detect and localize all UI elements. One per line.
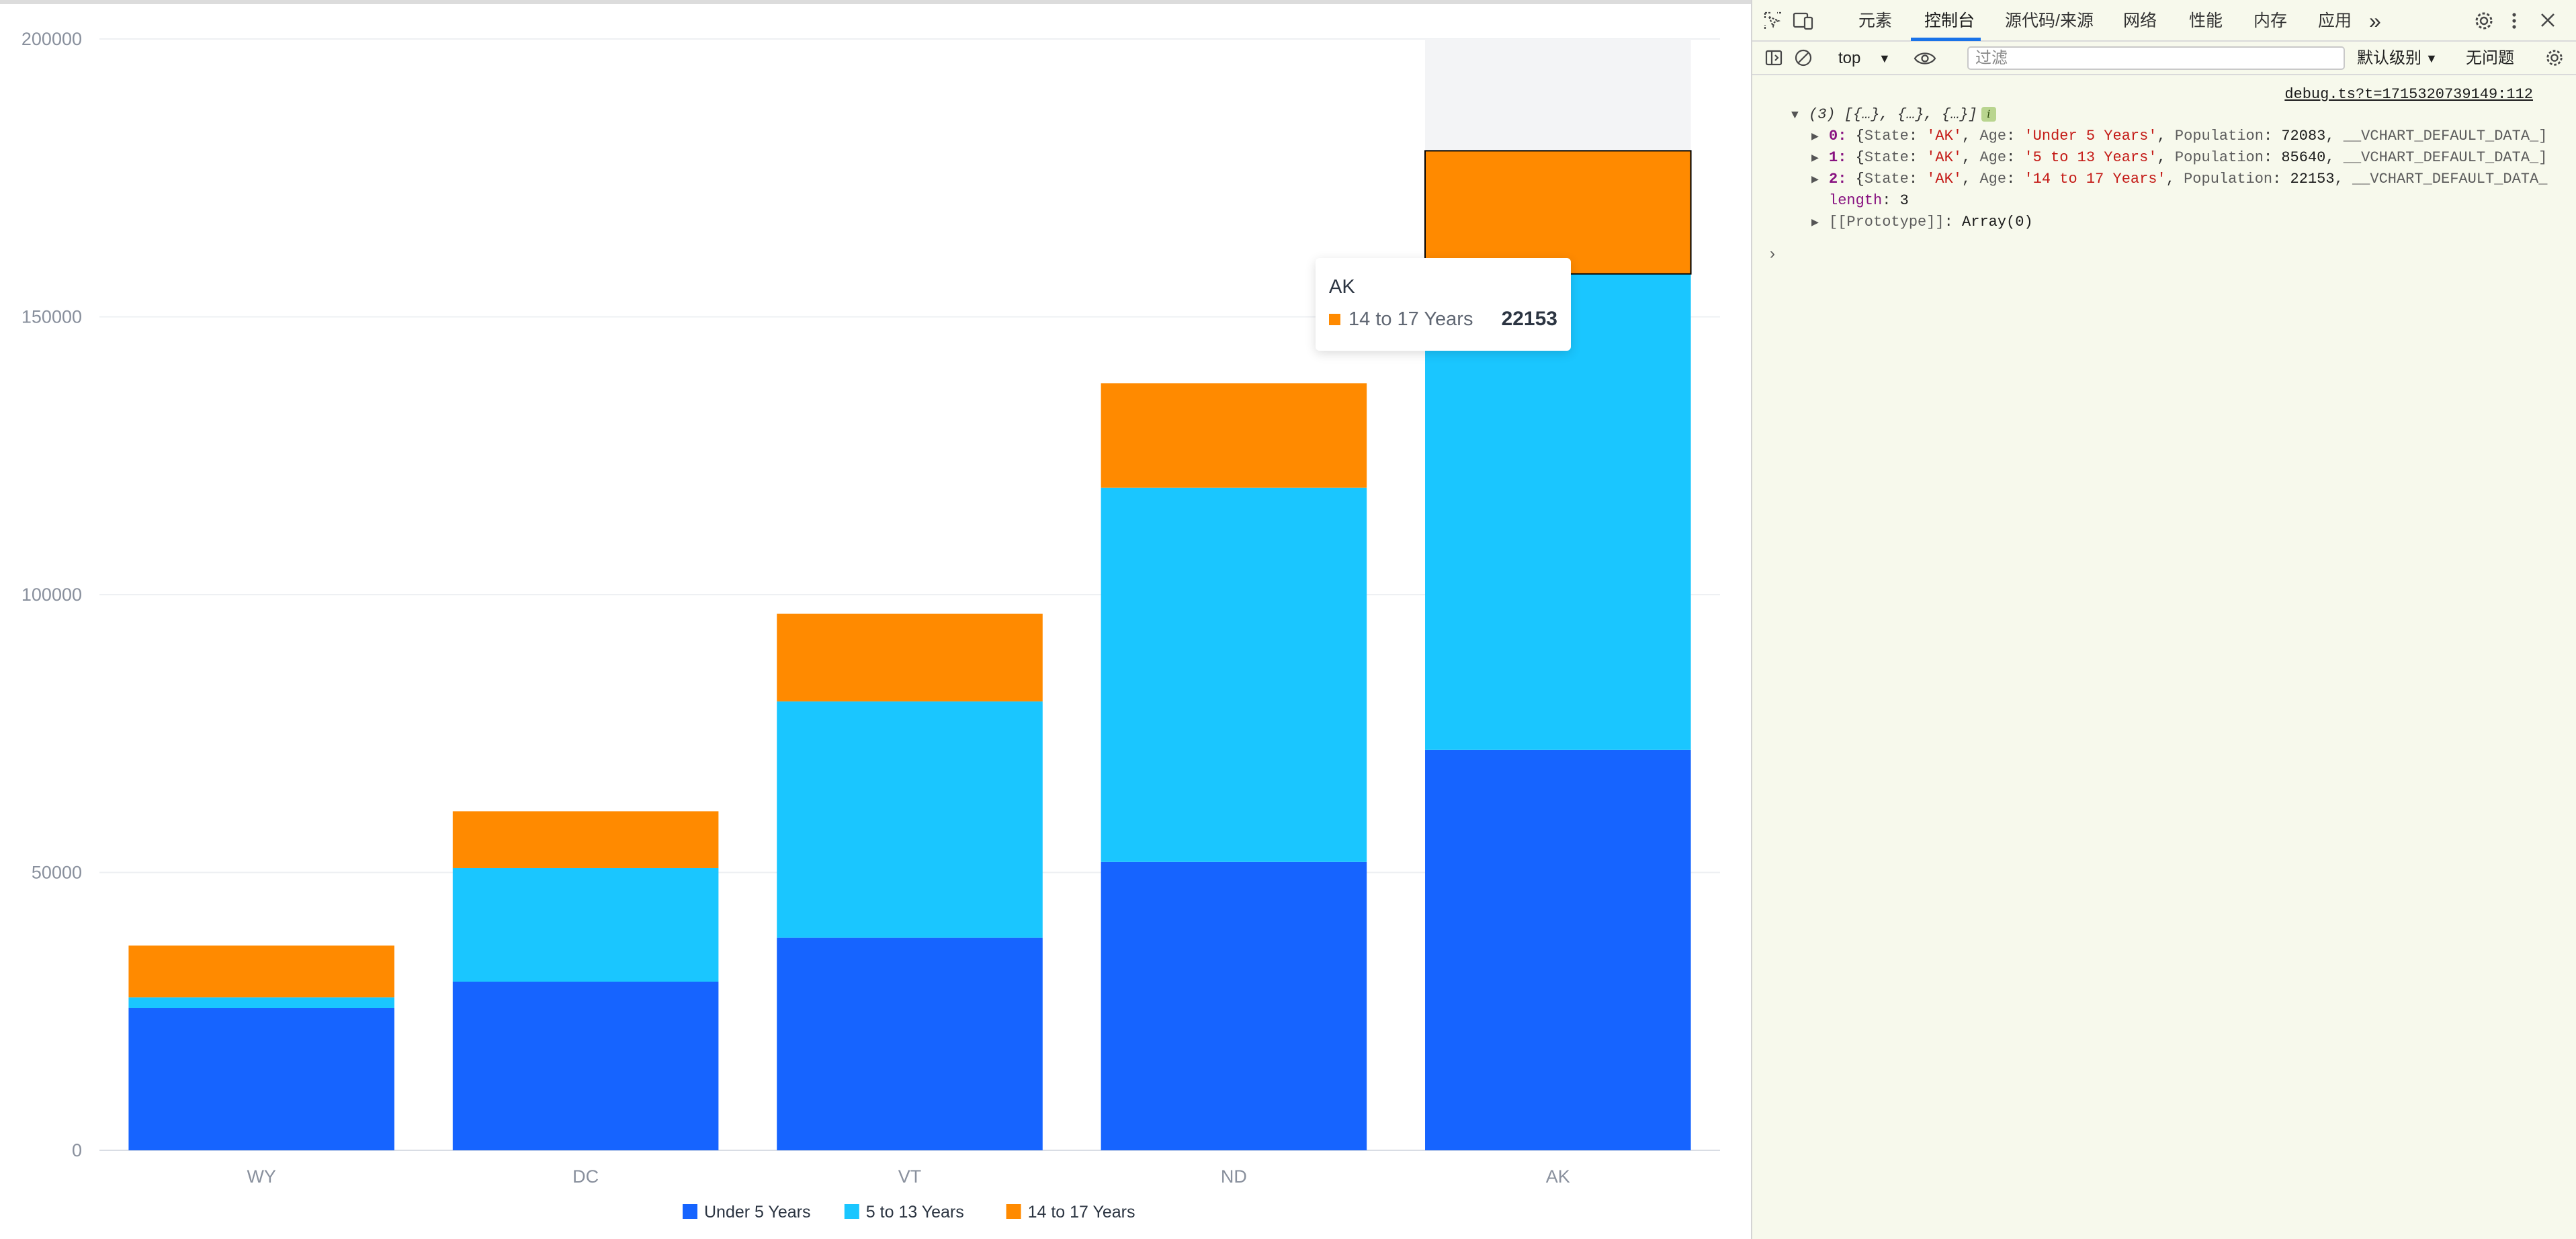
info-icon: i [1981, 107, 1996, 122]
bar-segment[interactable] [452, 981, 719, 1150]
y-tick-label: 0 [72, 1140, 82, 1160]
bar-segment[interactable] [777, 613, 1043, 701]
chart-area[interactable]: 200000 150000 100000 50000 0 WY DC VT ND AK Under … [0, 4, 1751, 1239]
bar-segment[interactable] [1424, 150, 1692, 275]
devtools-tab-bar: 元素 控制台 源代码/来源 网络 性能 内存 应用 » [1752, 0, 2576, 42]
console-toolbar: top ▼ 默认级别 ▼ 无问题 [1752, 42, 2576, 75]
console-settings-gear-icon[interactable] [2545, 48, 2564, 71]
bar-segment[interactable] [1101, 383, 1367, 488]
y-tick-label: 150000 [22, 307, 82, 327]
console-prompt-chevron-icon[interactable]: › [1770, 245, 1775, 263]
chevron-down-icon[interactable]: ▼ [2425, 52, 2438, 65]
tooltip-row: 14 to 17 Years 22153 [1329, 301, 1557, 337]
legend-swatch[interactable] [1006, 1204, 1021, 1219]
expand-caret-right-icon[interactable]: ▶ [1811, 173, 1819, 187]
y-tick-label: 50000 [32, 863, 82, 883]
tab-elements[interactable]: 元素 [1858, 11, 1893, 30]
source-link[interactable]: debug.ts?t=1715320739149:112 [2284, 86, 2533, 103]
expand-caret-right-icon[interactable]: ▶ [1811, 152, 1819, 165]
clear-console-icon[interactable] [1794, 48, 1813, 71]
tooltip-title: AK [1329, 276, 1355, 298]
tooltip-swatch-icon [1329, 313, 1340, 325]
bar-segment[interactable] [1101, 861, 1367, 1150]
tooltip-series-label: 14 to 17 Years [1348, 308, 1473, 330]
bar-segment[interactable] [1425, 273, 1691, 750]
bar-segment[interactable] [452, 811, 719, 868]
legend-item-label[interactable]: 5 to 13 Years [866, 1203, 964, 1222]
console-filter-input[interactable] [1967, 46, 2345, 70]
more-options-kebab-icon[interactable] [2510, 11, 2518, 35]
x-tick-label: ND [1221, 1166, 1247, 1187]
array-summary-text: (3) [{…}, {…}, {…}] [1809, 106, 1977, 123]
x-tick-label: DC [572, 1166, 599, 1187]
bar-segment[interactable] [128, 945, 394, 998]
context-selector[interactable]: top [1838, 49, 1861, 67]
more-tabs-chevron-icon[interactable]: » [2369, 9, 2381, 33]
close-devtools-icon[interactable] [2538, 11, 2557, 34]
bar-segment[interactable] [128, 997, 394, 1008]
expand-caret-right-icon[interactable]: ▶ [1811, 216, 1819, 230]
x-tick-label: AK [1546, 1166, 1570, 1187]
array-entry-0[interactable]: ▶ 0: {State: 'AK', Age: 'Under 5 Years', … [1811, 128, 2548, 144]
bar-segment[interactable] [1425, 749, 1691, 1150]
page-top-border [0, 0, 1751, 4]
expand-caret-right-icon[interactable]: ▶ [1811, 130, 1819, 144]
expand-caret-down-icon[interactable]: ▼ [1791, 109, 1799, 122]
prototype-row[interactable]: ▶ [[Prototype]]: Array(0) [1811, 214, 2033, 230]
chevron-down-icon[interactable]: ▼ [1879, 52, 1891, 65]
tab-performance[interactable]: 性能 [2189, 11, 2223, 30]
bar-segment[interactable] [1101, 487, 1367, 862]
tab-console[interactable]: 控制台 [1924, 11, 1975, 30]
tab-network[interactable]: 网络 [2123, 11, 2157, 30]
chart-tooltip: AK 14 to 17 Years 22153 [1316, 258, 1571, 351]
y-tick-label: 100000 [22, 585, 82, 605]
bar-segment[interactable] [128, 1007, 394, 1150]
tooltip-value: 22153 [1501, 308, 1557, 330]
tab-sources[interactable]: 源代码/来源 [2005, 11, 2094, 30]
legend-item-label[interactable]: 14 to 17 Years [1028, 1203, 1135, 1222]
bar-segment[interactable] [777, 701, 1043, 938]
x-tick-label: VT [898, 1166, 922, 1187]
inspect-element-icon[interactable] [1763, 11, 1783, 35]
tab-application[interactable]: 应用 [2318, 11, 2352, 30]
log-array-summary[interactable]: ▼ (3) [{…}, {…}, {…}] i [1791, 106, 1996, 123]
device-toolbar-icon[interactable] [1793, 11, 1814, 35]
x-tick-label: WY [247, 1166, 276, 1187]
bar-segment[interactable] [777, 937, 1043, 1150]
sidebar-toggle-icon[interactable] [1764, 48, 1783, 71]
settings-gear-icon[interactable] [2474, 11, 2494, 35]
legend-item-label[interactable]: Under 5 Years [704, 1203, 810, 1222]
issues-counter[interactable]: 无问题 [2466, 49, 2514, 67]
legend-swatch[interactable] [844, 1204, 859, 1219]
array-entry-1[interactable]: ▶ 1: {State: 'AK', Age: '5 to 13 Years', … [1811, 149, 2548, 166]
stacked-bar-chart[interactable]: 200000 150000 100000 50000 0 WY DC VT ND AK Under … [0, 4, 1751, 1239]
devtools-panel: 元素 控制台 源代码/来源 网络 性能 内存 应用 » top ▼ 默认级别 [1751, 0, 2576, 1239]
array-length-row: length: 3 [1829, 192, 1909, 209]
console-output[interactable]: debug.ts?t=1715320739149:112 ▼ (3) [{…}, … [1752, 77, 2576, 1239]
tab-memory[interactable]: 内存 [2253, 11, 2288, 30]
live-expression-eye-icon[interactable] [1914, 50, 1936, 71]
active-tab-indicator [1911, 38, 1981, 41]
y-tick-label: 200000 [22, 29, 82, 49]
log-level-dropdown[interactable]: 默认级别 [2357, 49, 2421, 67]
bar-segment[interactable] [452, 867, 719, 982]
legend-swatch[interactable] [683, 1204, 697, 1219]
array-entry-2[interactable]: ▶ 2: {State: 'AK', Age: '14 to 17 Years',… [1811, 171, 2548, 187]
